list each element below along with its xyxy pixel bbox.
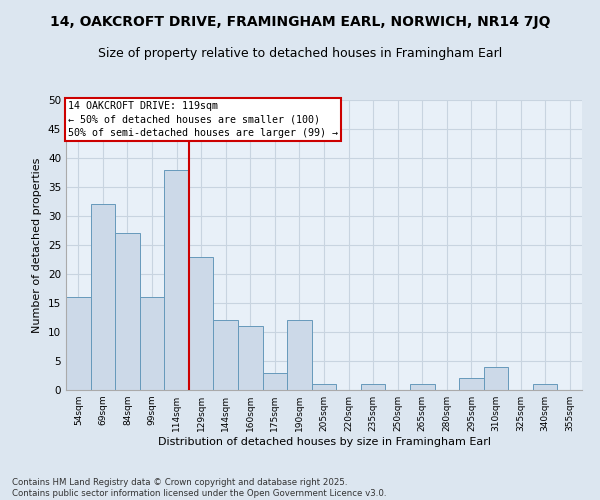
Bar [263, 372, 287, 390]
Bar [164, 170, 189, 390]
Bar [312, 384, 336, 390]
Bar [115, 234, 140, 390]
Bar [66, 297, 91, 390]
Bar [238, 326, 263, 390]
Text: Size of property relative to detached houses in Framingham Earl: Size of property relative to detached ho… [98, 48, 502, 60]
Bar [214, 320, 238, 390]
Bar [91, 204, 115, 390]
Bar [459, 378, 484, 390]
Bar [189, 256, 214, 390]
Y-axis label: Number of detached properties: Number of detached properties [32, 158, 43, 332]
Bar [484, 367, 508, 390]
Text: 14 OAKCROFT DRIVE: 119sqm
← 50% of detached houses are smaller (100)
50% of semi: 14 OAKCROFT DRIVE: 119sqm ← 50% of detac… [68, 101, 338, 138]
Bar [140, 297, 164, 390]
Bar [287, 320, 312, 390]
Text: Contains HM Land Registry data © Crown copyright and database right 2025.
Contai: Contains HM Land Registry data © Crown c… [12, 478, 386, 498]
Bar [533, 384, 557, 390]
X-axis label: Distribution of detached houses by size in Framingham Earl: Distribution of detached houses by size … [157, 437, 491, 447]
Text: 14, OAKCROFT DRIVE, FRAMINGHAM EARL, NORWICH, NR14 7JQ: 14, OAKCROFT DRIVE, FRAMINGHAM EARL, NOR… [50, 15, 550, 29]
Bar [410, 384, 434, 390]
Bar [361, 384, 385, 390]
